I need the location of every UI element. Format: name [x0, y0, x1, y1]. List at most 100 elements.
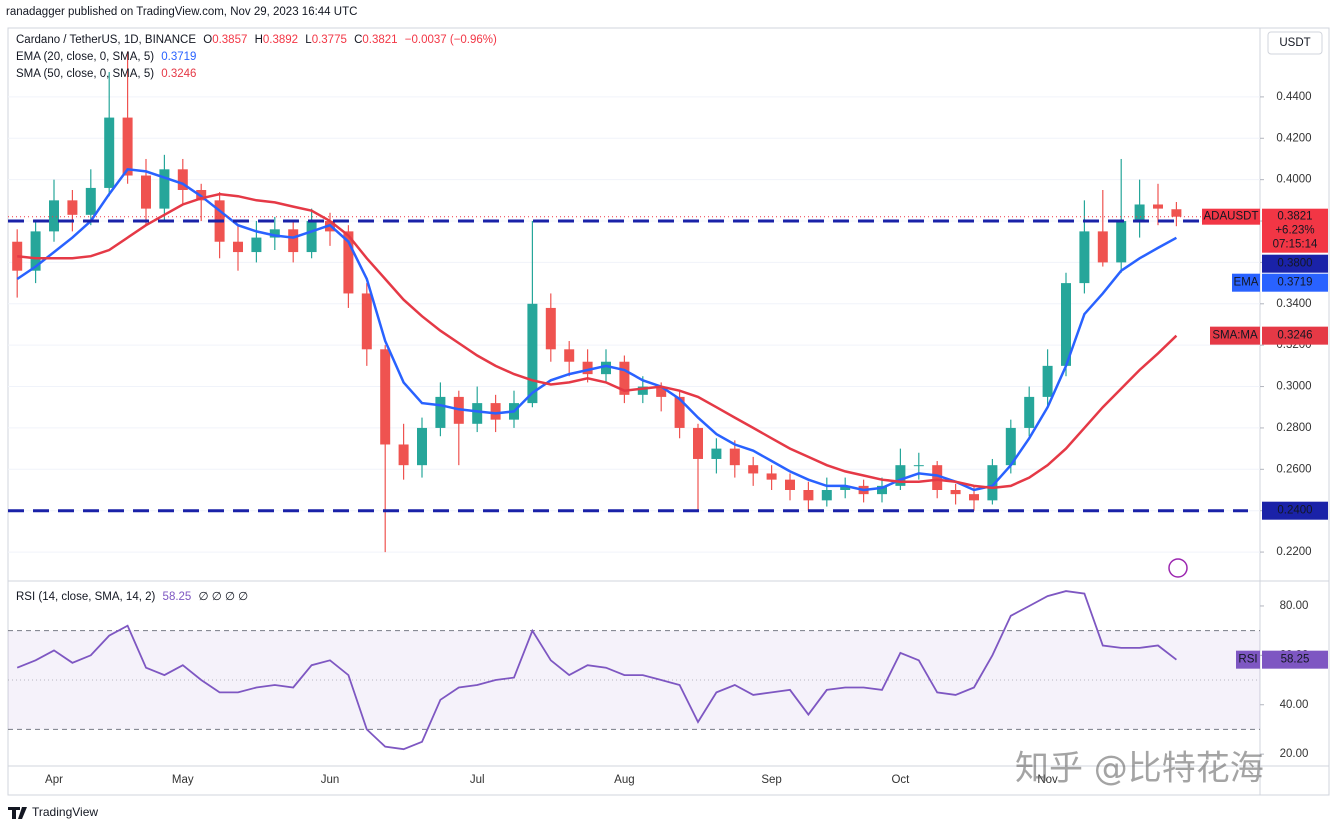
rsi-label: RSI (14, close, SMA, 14, 2) [16, 591, 156, 603]
candle-body [343, 231, 354, 294]
x-tick-label: Sep [761, 774, 781, 786]
candle-body [1061, 283, 1071, 366]
candle-body [656, 386, 667, 397]
candle-body [67, 200, 78, 215]
candle-body [233, 241, 243, 253]
rsi-line [16, 590, 1177, 751]
candle-body [490, 403, 501, 420]
overlay: 0.22000.24000.26000.28000.30000.32000.34… [45, 91, 1328, 786]
y-tick-label: 0.4000 [1276, 174, 1311, 186]
badge-name-bg [1232, 273, 1260, 292]
candle-body [711, 448, 722, 459]
ohlc-key: H [255, 34, 263, 46]
ema-value: 0.3719 [161, 51, 196, 63]
badge-bg [1262, 326, 1328, 345]
badge-name: RSI [1238, 654, 1257, 666]
ohlc-key: C [354, 34, 362, 46]
x-tick-label: Jun [321, 774, 340, 786]
y-tick-label: 80.00 [1280, 600, 1309, 612]
last-countdown: 07:15:14 [1273, 239, 1318, 251]
brand-logo [8, 807, 27, 819]
candle-body [49, 200, 59, 232]
change: −0.0037 (−0.96%) [405, 34, 497, 46]
badge-value: 0.3246 [1277, 330, 1312, 342]
candle-body [159, 169, 170, 209]
indicator-line [17, 192, 1178, 490]
badge-name: EMA [1234, 277, 1259, 289]
y-tick-label: 0.2200 [1276, 546, 1311, 558]
candle-body [969, 494, 979, 501]
ohlc-key: L [305, 34, 312, 46]
candle-body [564, 349, 575, 362]
candle-body [821, 490, 832, 501]
ohlc-value: 0.3821 [362, 34, 397, 46]
x-tick-label: Nov [1037, 774, 1058, 786]
last-symbol: ADAUSDT [1204, 211, 1259, 223]
y-tick-label: 20.00 [1280, 748, 1309, 760]
x-tick-label: Jul [470, 774, 485, 786]
candle-body [1024, 396, 1035, 428]
candle-body [877, 485, 887, 495]
badge-value: 0.3800 [1277, 258, 1312, 270]
candle-body [417, 427, 427, 466]
candle-body [674, 396, 685, 428]
y-tick-label: 0.4200 [1276, 132, 1311, 144]
frame [7, 27, 1330, 796]
candle-body [1079, 231, 1090, 284]
candle-body [398, 444, 409, 466]
y-tick-label: 0.2600 [1276, 463, 1311, 475]
candle-body [619, 361, 630, 395]
plot [8, 51, 1260, 751]
candle-body [729, 448, 740, 466]
badge-bg [1262, 273, 1328, 292]
ohlc-key: O [203, 34, 212, 46]
y-tick-label: 0.2800 [1276, 422, 1311, 434]
candle-body [601, 361, 611, 375]
rsi-value: 58.25 [163, 591, 192, 603]
candle-body [1171, 209, 1182, 217]
candle-body [1134, 204, 1145, 222]
candle-body [251, 237, 262, 253]
sma-legend: SMA (50, close, 0, SMA, 5) 0.3246 [16, 68, 196, 80]
ohlc-value: 0.3857 [212, 34, 247, 46]
candle-body [1097, 231, 1108, 263]
candle-body [748, 465, 759, 474]
badge-value: 58.25 [1281, 654, 1310, 666]
candle-body [987, 465, 998, 501]
badge-bg [1262, 254, 1328, 273]
last-price: 0.3821 [1277, 211, 1312, 223]
event-icon[interactable] [1168, 558, 1188, 578]
badge-bg [1262, 501, 1328, 520]
unit-button[interactable] [1267, 31, 1323, 55]
candle-body [30, 231, 41, 271]
last-change: +6.23% [1275, 225, 1314, 237]
candle-body [803, 490, 814, 501]
candle-body [582, 361, 593, 375]
unit-label: USDT [1279, 37, 1310, 49]
y-tick-label: 40.00 [1280, 699, 1309, 711]
candle-body [361, 293, 372, 350]
x-tick-label: May [172, 774, 194, 786]
brand: TradingView [32, 805, 98, 819]
symbol: Cardano / TetherUS, 1D, BINANCE [16, 34, 196, 46]
ohlc-value: 0.3892 [263, 34, 298, 46]
candle-body [288, 229, 299, 253]
candle-body [85, 187, 96, 215]
candle-body [177, 169, 188, 190]
candle-body [380, 349, 391, 445]
ema-legend: EMA (20, close, 0, SMA, 5) 0.3719 [16, 51, 196, 63]
badge-value: 0.2400 [1277, 505, 1312, 517]
candle-body [1116, 221, 1127, 263]
watermark: 知乎 @比特花海 [1015, 749, 1264, 789]
badge-bg [1262, 650, 1328, 669]
candle-body [306, 221, 317, 253]
x-tick-label: Aug [614, 774, 634, 786]
last-badge [1202, 208, 1260, 225]
candle-body [637, 386, 648, 395]
y-tick-label: 0.4400 [1276, 91, 1311, 103]
ohlc-value: 0.3775 [312, 34, 347, 46]
candle-body [269, 229, 280, 238]
candle-body [1042, 365, 1053, 397]
candle-body [840, 485, 851, 490]
